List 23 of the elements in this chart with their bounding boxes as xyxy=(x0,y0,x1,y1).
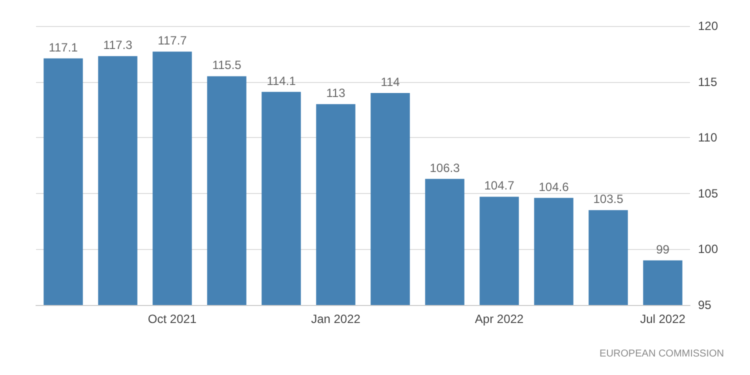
text: EUROPEAN COMMISSION xyxy=(600,348,724,360)
data-label: 115.5 xyxy=(212,58,242,72)
y-tick-label: 105 xyxy=(698,186,718,200)
x-tick-label: Oct 2021 xyxy=(148,312,197,326)
data-label: 99 xyxy=(656,242,670,256)
x-tick-label: Apr 2022 xyxy=(474,312,524,326)
y-tick-label: 110 xyxy=(698,130,718,145)
x-tick-label: Jul 2022 xyxy=(640,312,686,326)
data-label: 114.1 xyxy=(266,74,296,88)
y-tick-label: 120 xyxy=(698,19,718,33)
y-tick-label: 100 xyxy=(698,242,718,256)
data-label: 113 xyxy=(326,86,346,100)
data-label: 103.5 xyxy=(593,192,624,206)
data-label: 117.1 xyxy=(48,40,78,54)
data-label: 104.6 xyxy=(538,180,570,194)
data-label: 117.3 xyxy=(103,38,133,52)
y-tick-label: 115 xyxy=(698,74,718,89)
data-label: 104.7 xyxy=(484,178,515,193)
data-label: 114 xyxy=(380,74,400,89)
data-label: 106.3 xyxy=(430,160,460,175)
y-tick-label: 95 xyxy=(698,298,712,312)
data-label: 117.7 xyxy=(158,34,188,48)
x-tick-label: Jan 2022 xyxy=(311,312,361,326)
